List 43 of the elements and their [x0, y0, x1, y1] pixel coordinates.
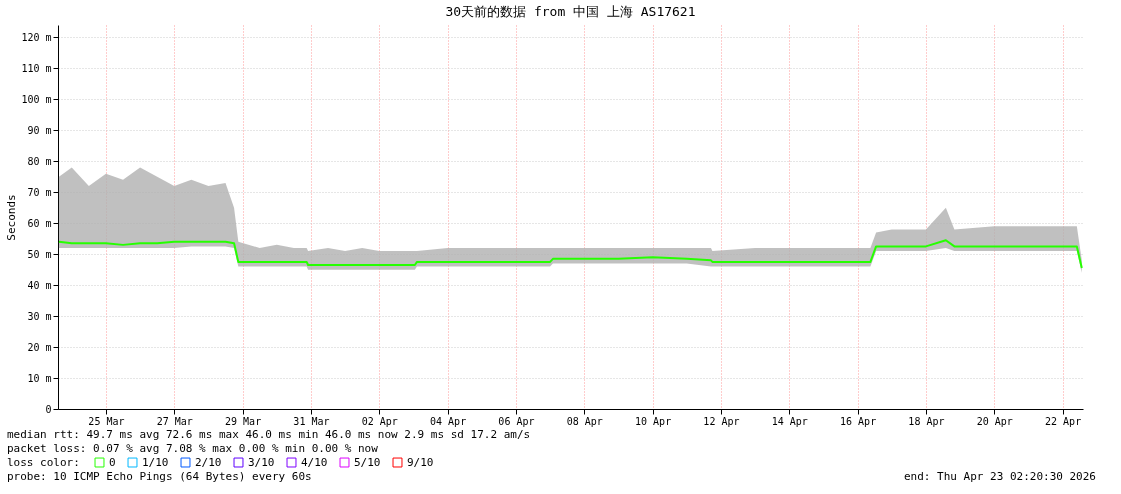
legend-label: 1/10 — [142, 455, 169, 469]
y-tick-label: 90 m — [27, 124, 52, 136]
x-tick-label: 29 Mar — [225, 415, 262, 427]
legend-label: 0 — [109, 455, 116, 469]
y-tick-label: 40 m — [27, 279, 52, 291]
chart-title: 30天前的数据 from 中国 上海 AS17621 — [445, 4, 696, 19]
y-tick-label: 10 m — [27, 372, 52, 384]
line-series — [57, 239, 1083, 270]
y-axis-title: Seconds — [5, 194, 19, 241]
y-tick-label: 0 — [45, 403, 52, 415]
legend-label: 5/10 — [354, 455, 381, 469]
legend-label: 4/10 — [301, 455, 328, 469]
text: packet loss: 0.07 % avg 7.08 % max 0.00 % min 0.00 % now — [7, 442, 379, 455]
text: probe: 10 ICMP Echo Pings (64 Bytes) every 60s — [7, 470, 312, 483]
legend-label: 3/10 — [248, 455, 275, 469]
y-tick-label: 20 m — [27, 341, 52, 353]
text: median rtt: 49.7 ms avg 72.6 ms max 46.0 ms min 46.0 ms now 2.9 ms sd 17.2 am/s — [7, 428, 531, 441]
x-tick-label: 20 Apr — [976, 415, 1013, 427]
y-tick-label: 50 m — [27, 248, 52, 260]
y-tick-label: 70 m — [27, 186, 52, 198]
x-tick-label: 02 Apr — [361, 415, 398, 427]
legend-label: 9/10 — [407, 455, 434, 469]
x-tick-label: 22 Apr — [1045, 415, 1082, 427]
y-tick-label: 100 m — [21, 93, 52, 105]
x-tick-label: 31 Mar — [293, 415, 330, 427]
x-tick-label: 18 Apr — [908, 415, 945, 427]
x-tick-label: 12 Apr — [703, 415, 740, 427]
x-tick-label: 16 Apr — [840, 415, 877, 427]
y-tick-label: 60 m — [27, 217, 52, 229]
y-tick-label: 110 m — [21, 62, 52, 74]
x-tick-label: 27 Mar — [156, 415, 193, 427]
text: end: Thu Apr 23 02:20:30 2026 — [903, 470, 1096, 483]
x-tick-label: 10 Apr — [635, 415, 672, 427]
x-tick-label: 06 Apr — [498, 415, 535, 427]
y-tick-label: 30 m — [27, 310, 52, 322]
y-tick-label: 80 m — [27, 155, 52, 167]
y-tick-label: 120 m — [21, 31, 52, 43]
x-tick-label: 04 Apr — [430, 415, 467, 427]
x-tick-label: 25 Mar — [88, 415, 125, 427]
legend-label: 2/10 — [195, 455, 222, 469]
legend-title: loss color: — [7, 456, 80, 469]
x-tick-label: 08 Apr — [566, 415, 603, 427]
x-tick-label: 14 Apr — [771, 415, 808, 427]
